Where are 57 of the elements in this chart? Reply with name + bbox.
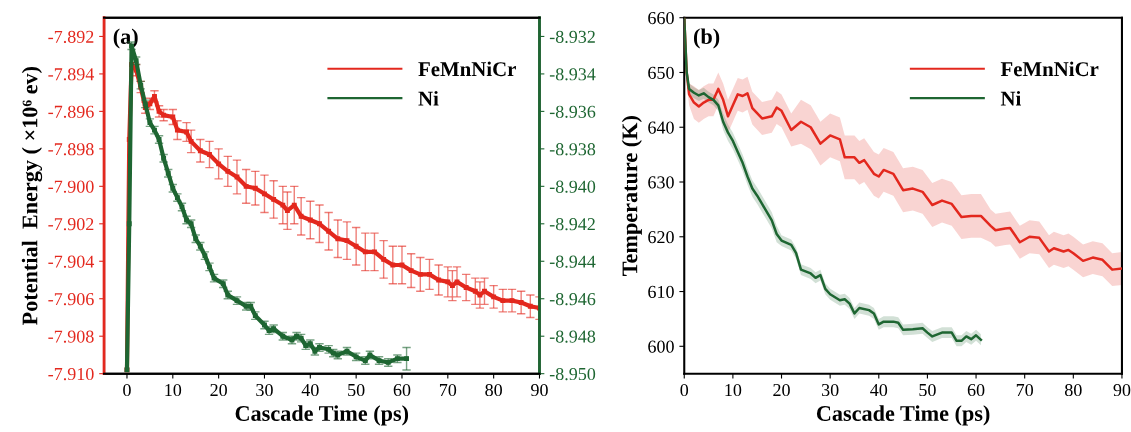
y-tick-label: 650 [648,66,674,79]
y-tick-label: 640 [648,121,674,134]
x-tick-label: 60 [967,383,985,397]
y2-tick-label: -8.938 [549,143,596,156]
x-tick-label: 40 [870,383,888,397]
y2-tick-label: -8.950 [549,367,596,381]
legend-label: FeMnNiCr [418,61,516,77]
x-tick-label: 90 [531,383,548,397]
y-tick-label: 630 [648,176,674,189]
x-tick-label: 0 [680,383,689,397]
y-tick-label: -7.894 [48,68,95,81]
x-tick-label: 30 [821,383,839,397]
x-tick-label: 70 [439,383,457,397]
x-tick-label: 50 [919,383,936,397]
y-tick-label: 610 [648,285,674,298]
y-tick-label: -7.910 [48,367,94,381]
x-tick-label: 30 [256,383,273,397]
y2-tick-label: -8.936 [549,105,596,118]
x-tick-label: 20 [210,383,227,397]
y-axis-title: Temperature (K) [621,116,642,276]
x-tick-label: 60 [393,383,411,397]
legend-label: FeMnNiCr [1000,61,1099,77]
legend-label: Ni [1000,90,1021,106]
y-axis-title: Potential Energy ( ×10⁶ ev) [21,66,43,326]
x-tick-label: 80 [1064,383,1082,397]
y-tick-label: 600 [648,340,674,353]
x-tick-label: 70 [1016,383,1034,397]
x-tick-label: 40 [301,383,319,397]
y-tick-label: 660 [648,11,674,25]
y2-tick-label: -8.934 [549,68,596,81]
y-tick-label: -7.904 [48,255,95,268]
x-tick-label: 0 [123,383,131,397]
x-tick-label: 10 [725,383,742,397]
annotation: (b) [693,28,720,49]
annotation: (a) [113,28,138,49]
y-tick-label: -7.898 [48,143,94,156]
y2-tick-label: -8.944 [549,255,596,268]
legend-label: Ni [418,90,439,106]
x-tick-label: 10 [165,383,182,397]
x-tick-label: 50 [348,383,365,397]
y-tick-label: -7.902 [48,218,94,231]
y2-tick-label: -8.940 [549,180,596,193]
x-tick-label: 90 [1113,383,1131,397]
y2-tick-label: -8.946 [549,293,596,306]
y-tick-label: -7.906 [48,293,94,306]
x-tick-label: 80 [485,383,502,397]
y2-tick-label: -8.942 [549,218,595,231]
y-tick-label: -7.896 [48,105,94,118]
y2-tick-label: -8.948 [549,330,596,343]
x-axis-title: Cascade Time (ps) [816,405,990,426]
y-tick-label: -7.908 [48,330,94,343]
x-tick-label: 20 [773,383,790,397]
y2-tick-label: -8.932 [549,30,595,43]
y-tick-label: -7.892 [48,30,94,43]
x-axis-title: Cascade Time (ps) [235,405,409,426]
y-tick-label: 620 [648,231,674,244]
y-tick-label: -7.900 [48,180,94,193]
